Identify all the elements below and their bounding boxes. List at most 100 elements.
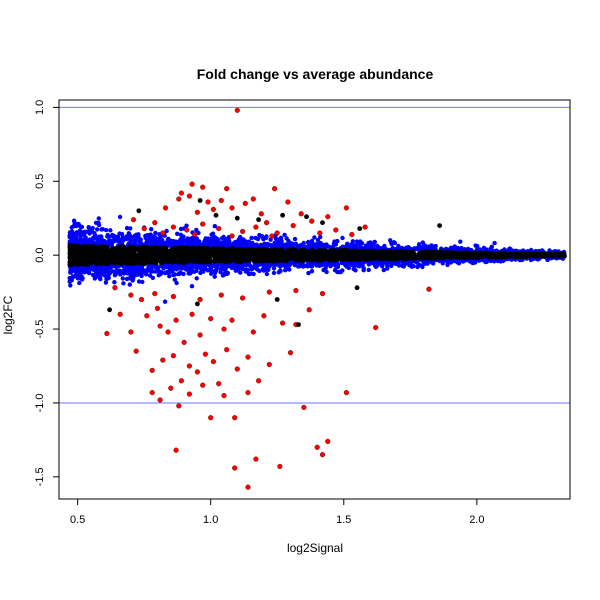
data-point — [184, 223, 189, 228]
data-point — [139, 273, 144, 279]
data-point — [112, 280, 117, 285]
data-point — [212, 249, 218, 254]
data-point — [112, 259, 117, 264]
data-point — [194, 276, 199, 281]
data-point — [211, 263, 217, 269]
data-point — [349, 242, 354, 247]
data-point — [458, 239, 463, 244]
data-point — [214, 252, 219, 257]
data-point — [366, 240, 371, 246]
data-point — [323, 266, 328, 271]
data-point — [249, 267, 254, 272]
data-point — [547, 248, 552, 253]
data-point — [309, 238, 315, 244]
data-point — [517, 253, 523, 258]
data-point — [268, 243, 274, 248]
data-point — [70, 231, 75, 236]
data-point — [97, 275, 103, 280]
data-point — [240, 239, 245, 244]
data-point — [67, 275, 72, 281]
data-point — [320, 250, 325, 255]
reference-lines — [59, 106, 570, 404]
data-point — [481, 245, 487, 251]
data-point — [282, 232, 287, 238]
data-point — [335, 238, 340, 244]
data-point — [294, 257, 300, 263]
data-point — [260, 262, 266, 268]
data-point — [106, 275, 111, 281]
data-point — [153, 269, 158, 274]
data-point — [431, 261, 436, 266]
data-point — [358, 257, 363, 262]
data-point — [421, 253, 426, 258]
data-point — [93, 220, 99, 225]
data-point — [243, 269, 249, 274]
data-point — [261, 236, 266, 242]
y-axis-label: log2FC — [1, 295, 15, 334]
data-point — [429, 249, 434, 254]
data-point — [324, 269, 329, 275]
data-point — [146, 238, 152, 243]
data-point — [460, 259, 466, 264]
data-point — [68, 283, 73, 288]
data-point — [315, 242, 321, 247]
data-point — [335, 264, 341, 270]
data-point — [252, 262, 258, 268]
data-point — [473, 260, 478, 265]
data-point — [132, 273, 137, 278]
data-point — [411, 264, 416, 269]
data-point — [370, 251, 375, 256]
data-point — [198, 270, 203, 276]
data-point — [271, 270, 277, 276]
data-point — [278, 264, 283, 269]
data-point — [256, 262, 261, 267]
data-point — [91, 235, 96, 241]
data-point — [392, 240, 398, 246]
data-point — [279, 257, 285, 262]
data-point — [160, 260, 165, 266]
data-point — [286, 238, 291, 244]
data-point — [235, 268, 241, 273]
data-point — [98, 271, 104, 276]
data-point — [103, 280, 109, 285]
data-point — [114, 268, 119, 273]
data-point — [396, 260, 401, 265]
data-point — [87, 237, 93, 242]
data-point — [86, 225, 91, 230]
data-point — [191, 236, 196, 241]
data-point — [475, 243, 480, 249]
data-point — [104, 248, 109, 253]
data-point — [385, 266, 390, 271]
data-point — [181, 234, 186, 239]
data-point — [195, 240, 200, 246]
data-point — [278, 268, 283, 273]
data-point — [95, 227, 100, 232]
data-point — [292, 236, 298, 242]
data-point — [264, 271, 270, 277]
data-point — [218, 258, 224, 264]
data-point — [340, 268, 345, 273]
data-point — [197, 259, 202, 265]
data-point — [188, 270, 193, 275]
data-point — [306, 270, 311, 276]
data-point — [221, 242, 226, 247]
data-point — [79, 224, 85, 230]
data-point — [172, 251, 177, 257]
data-point — [134, 266, 139, 272]
data-point — [166, 240, 172, 246]
data-point — [73, 261, 78, 266]
data-point — [305, 264, 310, 269]
data-point — [361, 268, 366, 273]
data-point — [283, 268, 288, 273]
data-point — [249, 235, 254, 241]
data-point — [261, 268, 266, 273]
data-point — [79, 269, 85, 274]
data-point — [312, 235, 317, 240]
data-point — [346, 252, 352, 257]
data-point — [389, 240, 394, 245]
data-point — [121, 238, 126, 243]
data-point — [201, 267, 206, 272]
data-point — [384, 248, 389, 254]
data-point — [246, 271, 252, 277]
